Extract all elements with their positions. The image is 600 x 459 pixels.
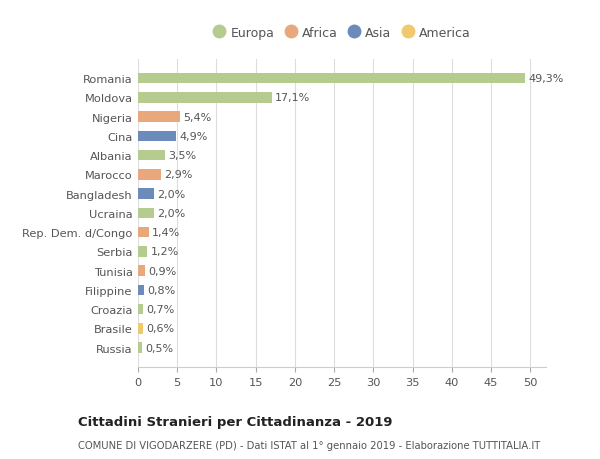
Text: 2,0%: 2,0% <box>157 208 185 218</box>
Text: 0,6%: 0,6% <box>146 324 174 334</box>
Text: 0,9%: 0,9% <box>148 266 176 276</box>
Bar <box>138 93 272 103</box>
Text: 0,7%: 0,7% <box>146 304 175 314</box>
Bar <box>138 73 525 84</box>
Text: 1,4%: 1,4% <box>152 228 181 238</box>
Bar <box>138 266 145 276</box>
Bar <box>138 112 181 123</box>
Legend: Europa, Africa, Asia, America: Europa, Africa, Asia, America <box>209 23 475 43</box>
Text: 0,8%: 0,8% <box>148 285 176 295</box>
Bar <box>138 285 144 296</box>
Bar <box>138 189 154 200</box>
Text: 0,5%: 0,5% <box>145 343 173 353</box>
Bar <box>138 131 176 142</box>
Text: 2,9%: 2,9% <box>164 170 192 180</box>
Text: 1,2%: 1,2% <box>151 247 179 257</box>
Text: 49,3%: 49,3% <box>528 74 563 84</box>
Bar <box>138 324 143 334</box>
Bar <box>138 343 142 353</box>
Text: Cittadini Stranieri per Cittadinanza - 2019: Cittadini Stranieri per Cittadinanza - 2… <box>78 415 392 428</box>
Text: 5,4%: 5,4% <box>184 112 212 123</box>
Text: 3,5%: 3,5% <box>169 151 197 161</box>
Text: COMUNE DI VIGODARZERE (PD) - Dati ISTAT al 1° gennaio 2019 - Elaborazione TUTTIT: COMUNE DI VIGODARZERE (PD) - Dati ISTAT … <box>78 440 540 450</box>
Bar <box>138 227 149 238</box>
Text: 2,0%: 2,0% <box>157 189 185 199</box>
Text: 17,1%: 17,1% <box>275 93 311 103</box>
Bar <box>138 304 143 315</box>
Bar <box>138 208 154 219</box>
Text: 4,9%: 4,9% <box>179 132 208 141</box>
Bar <box>138 246 148 257</box>
Bar <box>138 170 161 180</box>
Bar <box>138 151 166 161</box>
